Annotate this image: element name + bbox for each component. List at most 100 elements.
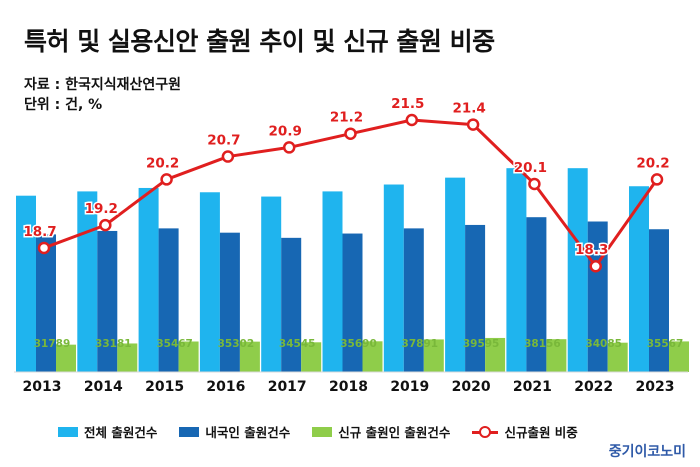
legend-label-domestic: 내국인 출원건수 — [205, 425, 291, 440]
legend-item-ratio: 신규출원 비중 — [472, 422, 578, 441]
source-note: 자료 : 한국지식재산연구원 — [24, 77, 182, 93]
x-tick-2015: 2015 — [145, 379, 184, 395]
legend-swatch-domestic — [179, 426, 200, 437]
x-tick-2019: 2019 — [390, 379, 429, 395]
brand-logo-text: 중기이코노미 — [608, 444, 686, 460]
bar-label-new-2021: 38156 — [524, 338, 561, 350]
bar-label-new-2014: 33181 — [95, 338, 132, 350]
bar-label-new-2018: 35690 — [340, 338, 377, 350]
ratio-marker-2017 — [282, 141, 296, 154]
bar-domestic-2022 — [587, 221, 608, 372]
bar-total-2016 — [199, 192, 220, 372]
x-tick-2017: 2017 — [268, 379, 307, 395]
x-tick-2023: 2023 — [636, 379, 675, 395]
bar-new-2014 — [117, 343, 138, 372]
bar-domestic-2015 — [158, 228, 179, 372]
x-tick-2020: 2020 — [452, 379, 491, 395]
bar-total-2018 — [322, 191, 343, 372]
bar-new-2022 — [607, 342, 628, 372]
ratio-line-series — [37, 113, 664, 273]
ratio-label-2021: 20.1 — [514, 160, 547, 176]
bar-total-2020 — [445, 177, 466, 372]
bar-domestic-2019 — [403, 228, 424, 372]
bar-new-2017 — [301, 342, 322, 372]
legend-swatch-new — [312, 426, 333, 437]
ratio-marker-2021 — [528, 177, 541, 191]
bar-domestic-2020 — [465, 224, 486, 372]
bar-domestic-2013 — [36, 234, 56, 372]
x-tick-2021: 2021 — [513, 379, 552, 395]
ratio-value-labels: 18.7 19.2 20.2 20.7 20.9 21.2 21.5 21.4 20.1 18.3… — [22, 95, 671, 260]
bar-domestic-2021 — [526, 217, 547, 372]
bar-value-labels: 31789 33181 35467 35302 34545 35690 37891 39595… — [34, 338, 684, 350]
bar-total-2023 — [629, 186, 649, 372]
bar-label-new-2020: 39595 — [463, 338, 500, 350]
ratio-label-2013: 18.7 — [23, 224, 56, 240]
x-tick-2022: 2022 — [574, 379, 613, 395]
ratio-label-2014: 19.2 — [85, 201, 118, 217]
ratio-marker-2014 — [99, 218, 112, 232]
bar-total-2022 — [567, 168, 588, 372]
bar-new-2021 — [546, 339, 567, 372]
ratio-marker-2023 — [650, 173, 664, 186]
legend-label-total: 전체 출원건수 — [84, 425, 158, 440]
bar-label-new-2023: 35567 — [647, 338, 684, 350]
ratio-label-2015: 20.2 — [146, 155, 179, 171]
bar-label-new-2022: 34085 — [585, 338, 622, 350]
bar-total-2014 — [77, 191, 98, 372]
ratio-label-2019: 21.5 — [391, 96, 424, 112]
bar-total-2017 — [261, 196, 282, 372]
bar-new-2016 — [239, 341, 260, 372]
bar-domestic-2018 — [342, 233, 363, 372]
ratio-marker-2022 — [589, 259, 602, 273]
bar-total-2015 — [138, 187, 159, 372]
bar-label-new-2016: 35302 — [218, 338, 255, 350]
legend-item-domestic: 내국인 출원건수 — [179, 422, 290, 441]
bar-new-2018 — [362, 341, 383, 372]
legend-swatch-total — [58, 426, 78, 437]
ratio-label-2016: 20.7 — [207, 133, 240, 149]
bar-total-2013 — [16, 195, 36, 372]
ratio-label-2017: 20.9 — [269, 123, 302, 139]
bars-domestic — [36, 217, 669, 372]
ratio-marker-2013 — [37, 241, 51, 255]
x-tick-labels: 2013 2014 2015 2016 2017 2018 2019 2020 2021 2022… — [23, 379, 675, 395]
ratio-marker-2019 — [405, 113, 419, 127]
ratio-marker-2015 — [160, 173, 173, 186]
bar-new-2019 — [423, 339, 444, 372]
chart-title: 특허 및 실용신안 출원 추이 및 신규 출원 비중 — [24, 27, 495, 56]
legend-label-new: 신규 출원인 출원건수 — [338, 425, 451, 440]
legend-swatch-ratio — [472, 425, 499, 438]
chart-area: 2013 2014 2015 2016 2017 2018 2019 2020 2021 2022… — [14, 95, 689, 395]
x-tick-2018: 2018 — [329, 379, 368, 395]
ratio-marker-2016 — [221, 150, 235, 163]
unit-note: 단위 : 건, % — [24, 97, 103, 113]
x-tick-2016: 2016 — [206, 379, 245, 395]
bar-total-2019 — [383, 184, 404, 372]
bar-domestic-2014 — [97, 230, 118, 372]
x-tick-2013: 2013 — [23, 379, 62, 395]
ratio-label-2020: 21.4 — [452, 101, 485, 117]
bar-total-2021 — [506, 168, 527, 372]
ratio-label-2018: 21.2 — [330, 110, 363, 126]
ratio-label-2022: 18.3 — [575, 242, 608, 258]
bar-label-new-2013: 31789 — [34, 338, 71, 350]
bar-domestic-2017 — [281, 237, 302, 372]
bar-label-new-2017: 34545 — [279, 338, 316, 350]
ratio-marker-2018 — [344, 127, 357, 140]
legend-item-new: 신규 출원인 출원건수 — [312, 422, 450, 441]
bar-domestic-2016 — [219, 232, 240, 372]
bar-new-2020 — [485, 337, 506, 372]
bar-new-2023 — [669, 341, 689, 372]
bar-label-new-2019: 37891 — [402, 338, 439, 350]
legend-label-ratio: 신규출원 비중 — [504, 425, 578, 440]
bar-label-new-2015: 35467 — [156, 338, 193, 350]
legend: 전체 출원건수 내국인 출원건수 신규 출원인 출원건수 신규출원 비중 — [58, 422, 600, 441]
bars-total — [16, 168, 649, 372]
ratio-label-2023: 20.2 — [636, 155, 669, 171]
x-tick-2014: 2014 — [84, 379, 123, 395]
bar-new-2015 — [178, 341, 199, 372]
bar-new-2013 — [56, 344, 76, 372]
legend-item-total: 전체 출원건수 — [58, 422, 157, 441]
ratio-marker-2020 — [466, 118, 480, 131]
